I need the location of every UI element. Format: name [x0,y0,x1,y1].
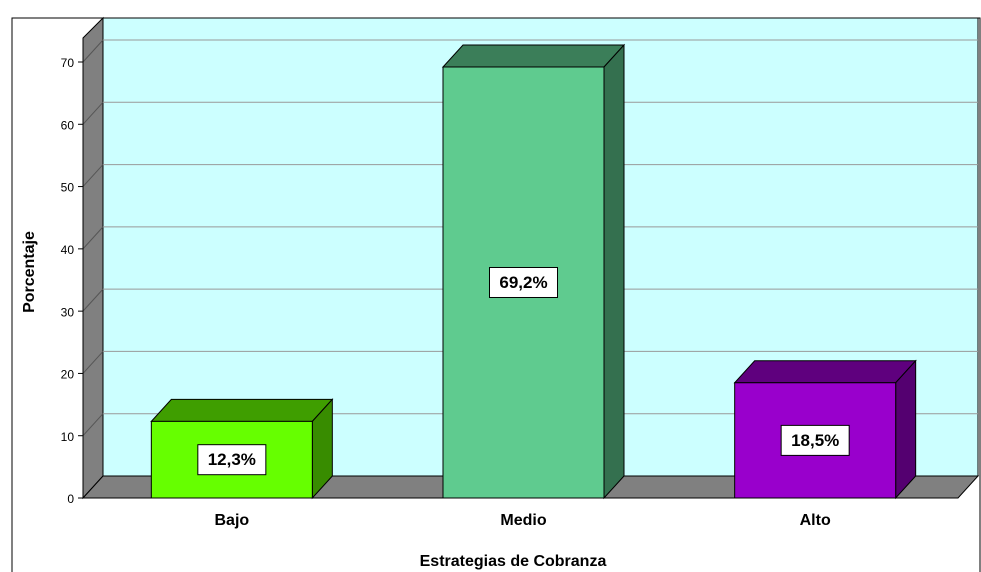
y-tick-label: 40 [61,243,75,257]
grid-line [82,413,104,437]
grid-line [82,288,104,312]
grid-line [82,39,104,63]
y-tick-label: 70 [61,56,75,70]
left-wall [82,16,104,500]
y-tick-label: 20 [61,368,75,382]
grid-line [82,226,104,250]
grid-line [82,351,104,374]
y-tick-label: 10 [61,430,75,444]
value-label-box [780,424,850,456]
bar-top [733,360,917,384]
bar-side [895,359,917,500]
bar [733,359,917,500]
bar [441,43,626,500]
y-tick-label: 50 [61,181,75,195]
bar-top [150,398,334,422]
value-label-box [197,444,267,476]
x-tick-label: Alto [800,512,831,529]
value-label: 18,5% [791,431,839,450]
bar-side [603,43,625,500]
y-axis-label: Porcentaje [21,231,38,313]
value-label: 69,2% [499,273,547,292]
grid-line [82,164,104,187]
plot-area: 0 10 20 30 40 50 60 70 12,3% Bajo 69,2% Medio 18,5% A… [61,16,980,529]
bar-top [441,44,626,68]
grid-line [82,101,104,125]
x-axis-label: Estrategias de Cobranza [420,553,607,570]
y-tick-label: 30 [61,305,75,319]
value-label-box [489,266,558,298]
value-label: 12,3% [208,450,256,469]
y-tick-label: 0 [67,492,74,506]
y-tick-label: 60 [61,118,75,132]
x-tick-label: Bajo [214,512,249,529]
x-tick-label: Medio [500,512,546,529]
